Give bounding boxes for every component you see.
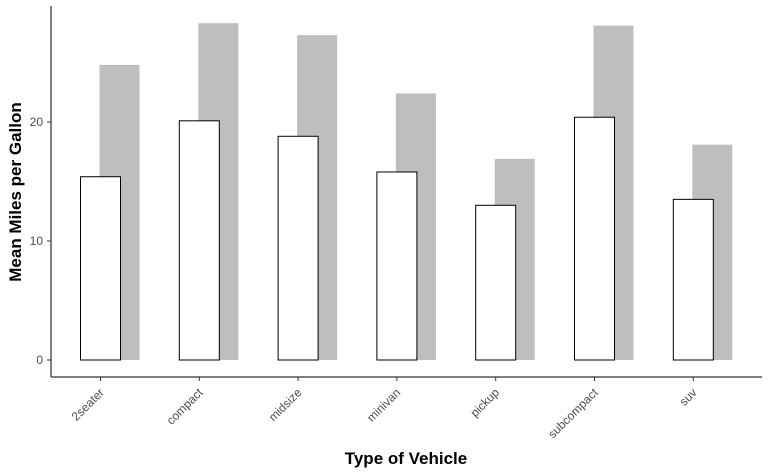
x-tick-label: 2seater [69, 385, 107, 423]
front-bar-pickup [475, 204, 517, 361]
front-bar-2seater [80, 176, 121, 361]
x-tick-label: suv [677, 385, 700, 408]
y-tick-label: 0 [36, 353, 43, 367]
front-bar-minivan [376, 171, 418, 361]
front-bar-subcompact [574, 116, 615, 361]
front-bars [80, 116, 714, 361]
x-tick-label: compact [164, 385, 206, 427]
x-tick-label: minivan [364, 385, 403, 424]
front-bar-compact [178, 120, 220, 361]
x-tick-label: pickup [468, 385, 503, 420]
front-bar-midsize [277, 135, 319, 361]
y-tick-label: 20 [30, 115, 44, 129]
y-tick-label: 10 [30, 234, 44, 248]
y-axis-title: Mean Miles per Gallon [6, 102, 25, 282]
y-ticks: 0 10 20 [30, 115, 51, 367]
x-tick-label: midsize [266, 385, 305, 424]
front-bar-suv [672, 198, 714, 361]
x-ticks: 2seater compact midsize minivan pickup subcom… [69, 377, 700, 441]
x-tick-label: subcompact [545, 385, 601, 441]
x-axis-title: Type of Vehicle [345, 449, 468, 468]
